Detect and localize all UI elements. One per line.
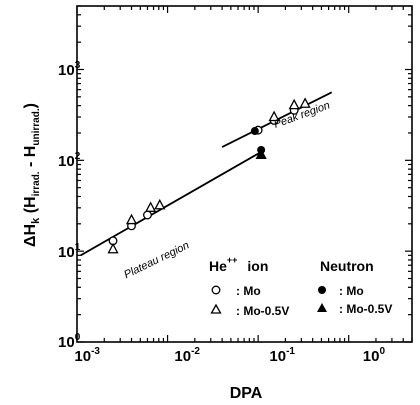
legend-label-he-mo: : Mo	[236, 284, 261, 298]
data-point-triangle-open	[125, 213, 138, 225]
annotation-plateau-region: Plateau region	[122, 239, 191, 281]
y-tick-label: 103	[58, 60, 81, 79]
legend-he-heading: He++ ion	[209, 255, 268, 274]
data-point-circle-open	[143, 210, 152, 220]
legend-neutron-heading: Neutron	[320, 258, 374, 274]
legend-marker-n-mov	[317, 303, 327, 312]
data-point-triangle-open	[268, 110, 280, 122]
data-point-triangle-open	[154, 198, 166, 210]
legend-label-n-mo: : Mo	[339, 284, 364, 298]
legend-marker-he-mo	[211, 285, 221, 295]
data-point-triangle-open	[299, 97, 311, 108]
y-tick-label: 101	[58, 242, 81, 261]
y-tick-label: 102	[58, 151, 81, 170]
data-points	[107, 97, 311, 254]
data-point-triangle-open	[288, 98, 300, 110]
fit-line-plateau	[80, 150, 263, 257]
x-tick-label: 10-1	[269, 346, 295, 365]
legend-label-n-mov: : Mo-0.5V	[339, 302, 392, 316]
axis-ticks	[76, 5, 413, 343]
legend-label-he-mov: : Mo-0.5V	[236, 304, 289, 318]
y-tick-label: 100	[58, 332, 81, 351]
legend-marker-n-mo	[318, 286, 326, 294]
legend: He++ ion Neutron : Mo : Mo-0.5V : Mo : Mo…	[209, 255, 392, 318]
y-axis-title: ΔHk (Hirrad. - Hunirrad.)	[22, 103, 42, 247]
x-tick-label: 100	[363, 346, 386, 365]
x-axis-title: DPA	[230, 385, 263, 402]
data-point-triangle-open	[107, 242, 119, 254]
data-point-circle-filled	[250, 127, 259, 136]
x-tick-label: 10-3	[74, 346, 100, 365]
data-point-triangle-filled	[255, 148, 267, 159]
legend-marker-he-mov	[210, 303, 222, 314]
x-tick-label: 10-2	[174, 346, 200, 365]
data-point-triangle-open	[145, 201, 157, 212]
